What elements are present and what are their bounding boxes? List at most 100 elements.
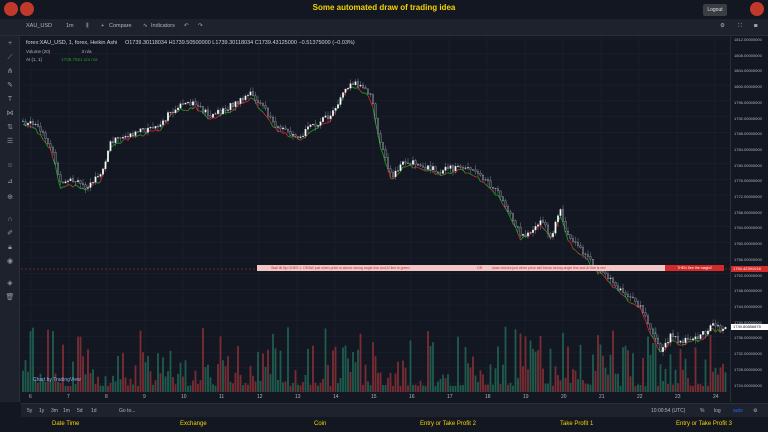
- ai-line-segment: [502, 204, 506, 209]
- volume-bar: [629, 376, 632, 392]
- series-title[interactable]: forex:XAU_USD, 1, forex, Heikin Ashi: [26, 40, 118, 46]
- measure-icon[interactable]: ⊿: [7, 178, 13, 185]
- candle-body: [724, 327, 727, 330]
- volume-bar: [357, 349, 359, 392]
- volume-bar: [632, 353, 634, 392]
- redo-icon[interactable]: ↷: [198, 23, 203, 29]
- candle-body: [74, 181, 77, 183]
- brush-icon[interactable]: ✎: [7, 82, 13, 89]
- candle-body: [712, 323, 714, 326]
- volume-bar: [409, 340, 412, 392]
- layers-icon[interactable]: ◈: [7, 280, 13, 287]
- candle-body: [87, 187, 89, 189]
- compare-button[interactable]: Compare: [109, 23, 132, 29]
- candle-body: [107, 150, 109, 162]
- trash-icon[interactable]: 🗑︎: [5, 294, 15, 301]
- candle-body: [307, 126, 309, 130]
- candle-body: [684, 337, 687, 343]
- indicators-button[interactable]: Indicators: [151, 23, 175, 29]
- magnet-icon[interactable]: ∩: [7, 216, 13, 223]
- logout-button[interactable]: Logout: [703, 4, 727, 16]
- candle-body: [277, 126, 279, 128]
- chart-grid: [21, 36, 730, 392]
- footer-tp1[interactable]: Take Profit 1: [560, 421, 594, 427]
- volume-bar: [682, 369, 684, 392]
- candle-body: [182, 103, 184, 105]
- ai-label[interactable]: AI (1, 1): [26, 57, 43, 62]
- ai-line-segment: [570, 242, 574, 249]
- goto-date-button[interactable]: Go to...: [119, 408, 136, 414]
- clock-time[interactable]: 10:00:54 (UTC): [651, 408, 686, 414]
- candle-body: [422, 165, 424, 168]
- volume-bar: [657, 385, 659, 392]
- top-bar: Some automated draw of trading idea Logo…: [0, 0, 768, 18]
- time-tick-label: 19: [523, 394, 529, 400]
- volume-bar: [109, 382, 112, 392]
- footer-entry-tp2[interactable]: Entry or Take Profit 2: [420, 421, 476, 427]
- percent-scale-toggle[interactable]: %: [700, 408, 705, 414]
- ai-line-segment: [602, 274, 606, 279]
- volume-label[interactable]: Volume (20): [26, 49, 51, 54]
- time-axis[interactable]: 6 7 8 9 10 11 12 13 14 15 16 17 18 19 20 21 22 23 24: [21, 392, 730, 402]
- range-1m[interactable]: 1m: [63, 408, 70, 414]
- icons-tool-icon[interactable]: ☺: [6, 162, 14, 169]
- settings-icon[interactable]: ⚙: [720, 23, 725, 29]
- pattern-icon[interactable]: ⋈: [6, 110, 14, 117]
- candle-body: [539, 220, 542, 225]
- candle-body: [532, 229, 534, 233]
- ai-line-segment: [355, 86, 359, 89]
- lock-icon[interactable]: 🔒︎: [8, 244, 12, 251]
- time-tick-label: 11: [219, 394, 225, 400]
- log-scale-toggle[interactable]: log: [714, 408, 721, 414]
- prediction-icon[interactable]: ⇅: [7, 124, 13, 131]
- candle-body: [469, 167, 472, 170]
- auto-scale-toggle[interactable]: auto: [733, 408, 743, 414]
- stay-drawing-icon[interactable]: ✐: [7, 230, 13, 237]
- footer-date-time[interactable]: Date Time: [52, 421, 80, 427]
- snapshot-icon[interactable]: ◙: [754, 23, 758, 29]
- volume-bar: [182, 376, 184, 392]
- fib-icon[interactable]: ☰: [6, 138, 14, 145]
- user-avatar-icon[interactable]: [750, 2, 764, 16]
- ai-line-segment: [132, 135, 136, 138]
- undo-icon[interactable]: ↶: [184, 23, 189, 29]
- candle-body: [132, 133, 134, 136]
- price-axis[interactable]: 1812.00000000 1808.00000000 1804.00000000 1…: [730, 36, 768, 402]
- volume-bar: [534, 351, 537, 392]
- zoom-icon[interactable]: ⊕: [7, 194, 13, 201]
- range-5y[interactable]: 5y: [27, 408, 33, 414]
- chart-settings-icon[interactable]: ⚙: [753, 408, 758, 414]
- volume-bar: [92, 369, 94, 392]
- price-chart[interactable]: [21, 36, 730, 402]
- ai-line-segment: [365, 92, 369, 96]
- volume-bar: [207, 364, 209, 392]
- symbol-search[interactable]: XAU_USD: [26, 23, 52, 29]
- volume-bar: [514, 329, 517, 392]
- candle-body: [664, 342, 667, 348]
- bar-style-icon[interactable]: ⫼: [86, 23, 89, 29]
- footer-coin[interactable]: Coin: [314, 421, 327, 427]
- candle-body: [564, 221, 567, 232]
- candle-body: [349, 83, 352, 89]
- range-5d[interactable]: 5d: [77, 408, 83, 414]
- ai-legend: AI (1, 1) 1739.7551 n/a n/a: [26, 57, 98, 62]
- tradingview-watermark[interactable]: Chart by TradingView: [33, 377, 81, 383]
- candle-body: [392, 172, 394, 177]
- ai-line-segment: [537, 224, 541, 228]
- pitchfork-icon[interactable]: ⋔: [7, 68, 13, 75]
- interval-selector[interactable]: 1m: [66, 23, 74, 29]
- text-tool-icon[interactable]: T: [7, 96, 13, 103]
- footer-entry-tp3[interactable]: Entry or Take Profit 3: [676, 421, 732, 427]
- range-3m[interactable]: 3m: [51, 408, 58, 414]
- range-1y[interactable]: 1y: [39, 408, 45, 414]
- trendline-icon[interactable]: ⟋: [7, 54, 13, 61]
- ai-line-segment: [437, 172, 441, 176]
- footer-exchange[interactable]: Exchange: [180, 421, 207, 427]
- volume-bar: [692, 385, 694, 392]
- hide-icon[interactable]: ◉: [6, 258, 14, 265]
- fullscreen-icon[interactable]: ⛶: [738, 23, 742, 29]
- crosshair-icon[interactable]: +: [7, 40, 13, 47]
- range-1d[interactable]: 1d: [91, 408, 97, 414]
- ai-line-segment: [417, 167, 421, 170]
- candle-body: [647, 315, 649, 324]
